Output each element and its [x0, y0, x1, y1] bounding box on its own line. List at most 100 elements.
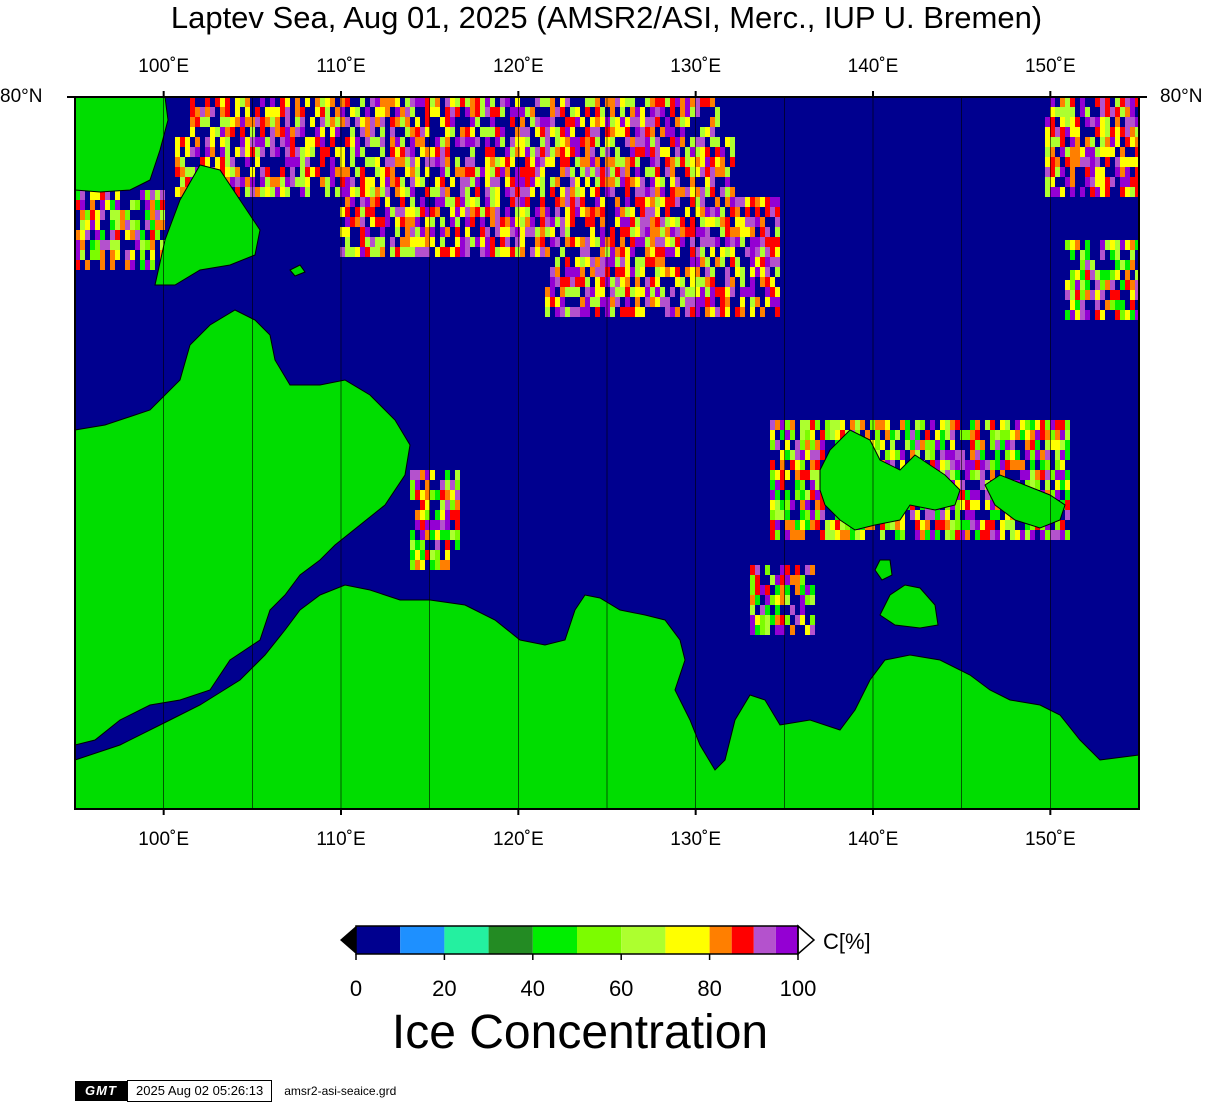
ice-cell [1025, 520, 1030, 530]
ice-cell [465, 207, 470, 217]
ice-cell [1055, 187, 1060, 197]
ice-cell [765, 227, 770, 237]
ice-cell [515, 107, 520, 117]
ice-cell [455, 137, 460, 147]
ice-cell [985, 500, 990, 510]
ice-cell [610, 157, 615, 167]
ice-cell [700, 257, 705, 267]
ice-cell [820, 500, 825, 510]
ice-cell [570, 217, 575, 227]
ice-cell [510, 107, 515, 117]
ice-cell [445, 107, 450, 117]
ice-cell [75, 190, 80, 200]
ice-cell [150, 260, 155, 270]
ice-cell [745, 247, 750, 257]
ice-cell [785, 450, 790, 460]
ice-cell [340, 247, 345, 257]
ice-cell [800, 510, 805, 520]
ice-cell [615, 297, 620, 307]
ice-cell [1065, 117, 1070, 127]
ice-cell [750, 257, 755, 267]
ice-cell [715, 117, 720, 127]
ice-cell [955, 480, 960, 490]
ice-cell [205, 137, 210, 147]
ice-cell [555, 297, 560, 307]
ice-cell [440, 520, 445, 530]
ice-cell [375, 107, 380, 117]
ice-cell [575, 177, 580, 187]
ice-cell [790, 575, 795, 585]
ice-cell [435, 560, 440, 570]
ice-cell [565, 117, 570, 127]
ice-cell [95, 250, 100, 260]
ice-cell [660, 297, 665, 307]
ice-cell [730, 207, 735, 217]
ice-cell [1095, 127, 1100, 137]
ice-cell [1120, 167, 1125, 177]
ice-cell [1055, 460, 1060, 470]
ice-cell [345, 137, 350, 147]
ice-cell [605, 297, 610, 307]
ice-cell [105, 190, 110, 200]
ice-cell [795, 470, 800, 480]
ice-cell [605, 247, 610, 257]
ice-cell [670, 287, 675, 297]
ice-cell [1050, 137, 1055, 147]
ice-cell [515, 247, 520, 257]
ice-cell [490, 197, 495, 207]
ice-cell [385, 187, 390, 197]
ice-cell [755, 575, 760, 585]
ice-cell [235, 177, 240, 187]
ice-cell [1065, 530, 1070, 540]
ice-cell [685, 267, 690, 277]
ice-cell [1045, 157, 1050, 167]
ice-cell [620, 227, 625, 237]
ice-cell [1065, 310, 1070, 320]
ice-cell [1130, 177, 1135, 187]
ice-cell [980, 460, 985, 470]
ice-cell [665, 217, 670, 227]
ice-cell [465, 227, 470, 237]
ice-cell [285, 187, 290, 197]
ice-cell [460, 207, 465, 217]
ice-cell [235, 97, 240, 107]
ice-cell [115, 230, 120, 240]
ice-cell [1095, 157, 1100, 167]
ice-cell [810, 450, 815, 460]
ice-cell [690, 267, 695, 277]
ice-cell [285, 137, 290, 147]
ice-cell [535, 207, 540, 217]
ice-cell [865, 430, 870, 440]
ice-cell [840, 430, 845, 440]
ice-cell [945, 530, 950, 540]
ice-cell [1065, 147, 1070, 157]
ice-cell [385, 177, 390, 187]
ice-cell [810, 510, 815, 520]
ice-cell [360, 217, 365, 227]
ice-cell [185, 137, 190, 147]
ice-cell [765, 625, 770, 635]
ice-cell [770, 207, 775, 217]
ice-cell [1005, 520, 1010, 530]
ice-cell [695, 297, 700, 307]
ice-cell [970, 450, 975, 460]
ice-cell [575, 207, 580, 217]
ice-cell [675, 137, 680, 147]
ice-cell [550, 237, 555, 247]
ice-cell [615, 117, 620, 127]
ice-cell [815, 520, 820, 530]
ice-cell [335, 187, 340, 197]
ice-cell [945, 430, 950, 440]
ice-cell [465, 97, 470, 107]
ice-cell [700, 277, 705, 287]
ice-cell [260, 127, 265, 137]
ice-cell [445, 540, 450, 550]
ice-cell [740, 217, 745, 227]
ice-cell [245, 147, 250, 157]
ice-cell [255, 147, 260, 157]
ice-cell [160, 200, 165, 210]
ice-cell [435, 97, 440, 107]
ice-cell [950, 420, 955, 430]
ice-cell [1045, 177, 1050, 187]
ice-cell [460, 177, 465, 187]
